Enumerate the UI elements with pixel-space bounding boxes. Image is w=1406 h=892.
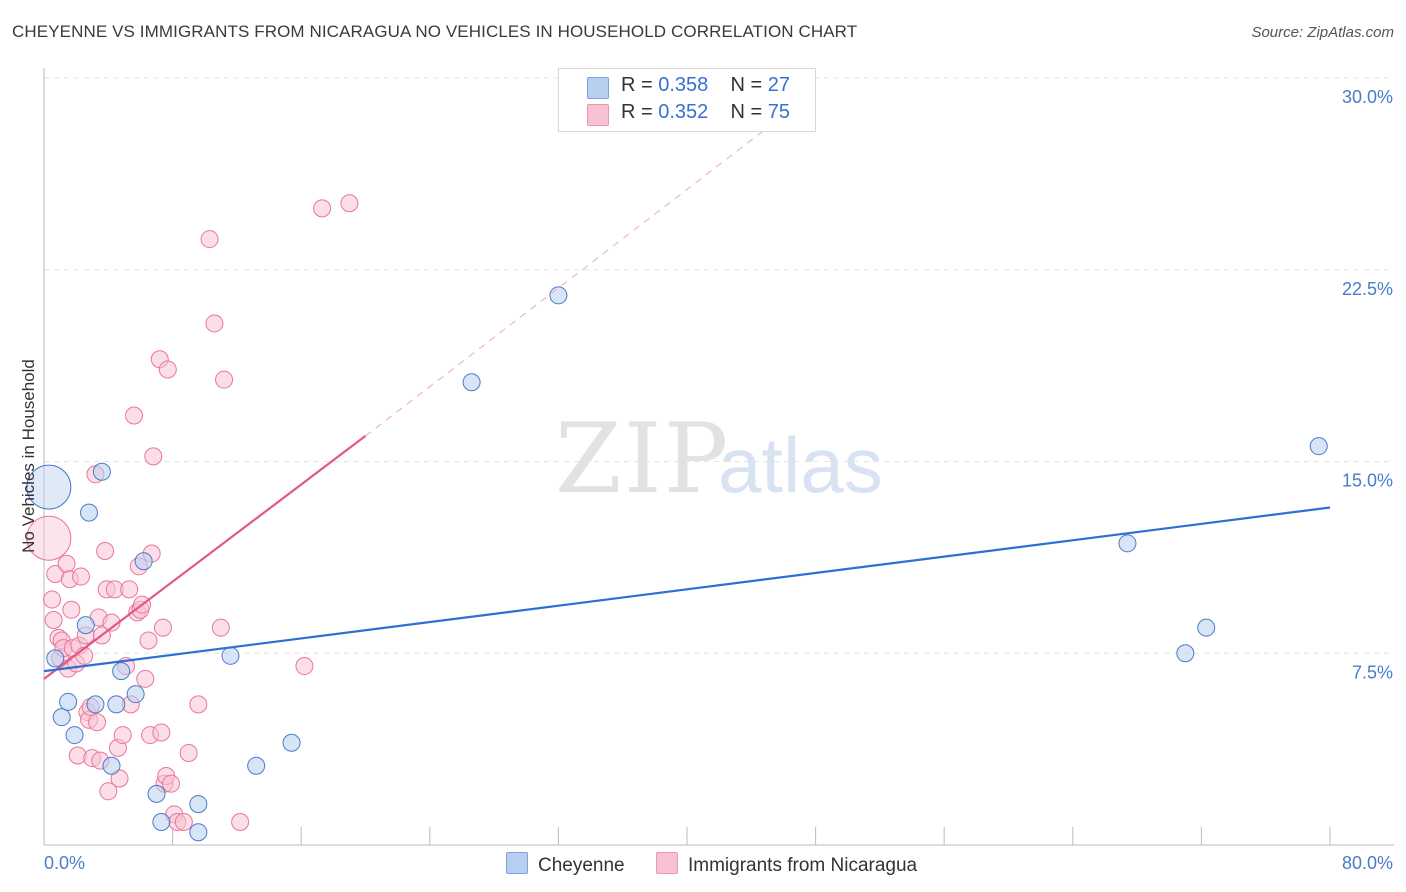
data-point xyxy=(120,580,139,599)
data-point xyxy=(153,618,172,637)
data-point xyxy=(139,631,158,650)
data-point xyxy=(46,649,65,668)
data-point xyxy=(57,554,76,573)
axes xyxy=(43,68,1394,846)
grid-lines xyxy=(44,77,1394,654)
data-point xyxy=(44,611,63,630)
data-point xyxy=(62,600,81,619)
data-point xyxy=(1197,618,1216,637)
trend-line-nicaragua xyxy=(43,435,367,680)
data-point xyxy=(189,795,208,814)
data-point xyxy=(152,723,171,742)
y-tick-label: 30.0% xyxy=(1342,87,1393,107)
n-value: 27 xyxy=(767,74,791,96)
y-axis-label: No Vehicles in Household xyxy=(19,359,38,553)
data-point xyxy=(125,406,144,425)
data-point xyxy=(99,782,118,801)
watermark-atlas: atlas xyxy=(718,421,883,509)
legend-item-cheyenne: Cheyenne xyxy=(506,852,625,877)
data-point xyxy=(152,812,171,831)
data-point xyxy=(340,194,359,213)
data-point xyxy=(189,823,208,842)
data-point xyxy=(134,552,153,571)
data-point xyxy=(144,447,163,466)
data-point xyxy=(200,230,219,249)
chart-title: CHEYENNE VS IMMIGRANTS FROM NICARAGUA NO… xyxy=(12,22,858,41)
data-point xyxy=(43,590,62,609)
legend-swatch-pink xyxy=(587,104,609,126)
data-point xyxy=(549,286,568,305)
series-cheyenne xyxy=(26,286,1328,842)
data-point xyxy=(92,462,111,481)
tick-labels: 7.5% 15.0% 22.5% 30.0% 0.0% 80.0% xyxy=(44,87,1393,873)
data-point xyxy=(126,685,145,704)
data-point xyxy=(52,708,71,727)
data-point xyxy=(282,733,301,752)
r-label: R = xyxy=(621,74,659,96)
data-point xyxy=(26,464,72,510)
data-point xyxy=(158,360,177,379)
legend-label: Cheyenne xyxy=(538,855,625,876)
y-tick-label: 15.0% xyxy=(1342,471,1393,491)
trend-line-nicaragua-extended xyxy=(365,90,816,437)
data-point xyxy=(136,669,155,688)
legend-swatch-blue xyxy=(587,77,609,99)
trend-line-cheyenne xyxy=(43,506,1331,673)
r-label: R = xyxy=(621,101,659,123)
legend-swatch-blue xyxy=(506,852,528,874)
source-label: Source: ZipAtlas.com xyxy=(1251,24,1394,41)
data-point xyxy=(295,657,314,676)
data-point xyxy=(174,812,193,831)
data-point xyxy=(179,743,198,762)
data-point xyxy=(215,370,234,389)
n-value: 75 xyxy=(767,101,791,123)
legend-item-nicaragua: Immigrants from Nicaragua xyxy=(656,852,917,877)
trend-lines xyxy=(43,90,1331,680)
y-tick-label: 22.5% xyxy=(1342,279,1393,299)
data-point xyxy=(65,726,84,745)
data-point xyxy=(147,784,166,803)
data-point xyxy=(313,199,332,218)
data-point xyxy=(96,541,115,560)
y-tick-label: 7.5% xyxy=(1352,662,1393,682)
data-point xyxy=(86,695,105,714)
data-point xyxy=(189,695,208,714)
x-tick-label: 0.0% xyxy=(44,853,85,873)
data-point xyxy=(59,692,78,711)
legend-swatch-pink xyxy=(656,852,678,874)
series-immigrants-from-nicaragua xyxy=(26,194,359,831)
data-point xyxy=(247,756,266,775)
data-point xyxy=(205,314,224,333)
data-point xyxy=(102,756,121,775)
data-point xyxy=(80,503,99,522)
data-point xyxy=(107,695,126,714)
data-point xyxy=(88,713,107,732)
watermark-zip: ZIP xyxy=(555,403,730,515)
data-point xyxy=(26,515,72,561)
data-point xyxy=(76,616,95,635)
data-point xyxy=(1118,534,1137,553)
n-label: N = xyxy=(730,101,768,123)
r-value: 0.352 xyxy=(658,101,709,123)
legend-label: Immigrants from Nicaragua xyxy=(688,855,918,876)
data-point xyxy=(1176,644,1195,663)
data-point xyxy=(71,567,90,586)
data-point xyxy=(161,774,180,793)
r-value: 0.358 xyxy=(658,74,709,96)
data-point xyxy=(462,373,481,392)
data-point xyxy=(221,646,240,665)
data-point xyxy=(211,618,230,637)
x-tick-label: 80.0% xyxy=(1342,853,1393,873)
data-point xyxy=(113,726,132,745)
n-label: N = xyxy=(730,74,768,96)
data-point xyxy=(1309,437,1328,456)
data-point xyxy=(75,646,94,665)
data-point xyxy=(110,769,129,788)
stats-legend: R = 0.358 N = 27 R = 0.352 N = 75 xyxy=(558,68,816,132)
data-point xyxy=(231,812,250,831)
data-point xyxy=(112,662,131,681)
